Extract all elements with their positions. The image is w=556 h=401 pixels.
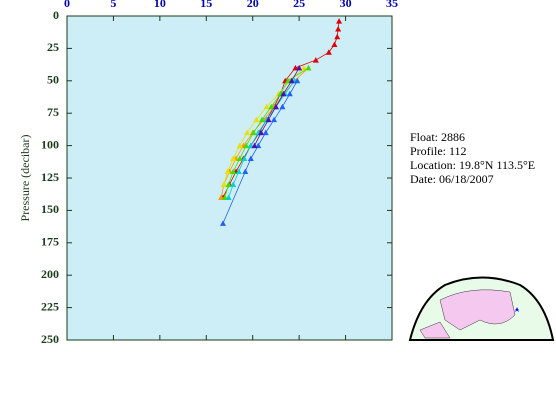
locator-map bbox=[408, 276, 555, 341]
y-tick-label: 100 bbox=[41, 137, 59, 151]
data-point bbox=[220, 181, 227, 187]
y-tick-label: 150 bbox=[41, 202, 59, 216]
data-point bbox=[230, 155, 237, 162]
x-tick-label: 30 bbox=[340, 0, 352, 10]
data-point bbox=[296, 64, 303, 71]
data-point bbox=[263, 103, 270, 110]
x-tick-label: 0 bbox=[64, 0, 70, 10]
data-point bbox=[247, 155, 254, 162]
x-tick-label: 20 bbox=[247, 0, 259, 10]
data-point bbox=[294, 77, 301, 84]
data-point bbox=[305, 64, 312, 71]
data-point bbox=[236, 155, 243, 162]
data-point bbox=[225, 194, 232, 200]
data-point bbox=[259, 116, 265, 123]
data-point bbox=[251, 142, 258, 149]
data-point bbox=[230, 168, 237, 175]
data-point bbox=[279, 103, 286, 110]
y-tick-label: 200 bbox=[41, 267, 59, 281]
data-point bbox=[220, 220, 226, 226]
y-tick-label: 225 bbox=[41, 299, 59, 313]
data-point bbox=[241, 155, 248, 162]
y-tick-label: 0 bbox=[53, 8, 59, 22]
data-point bbox=[230, 181, 237, 187]
data-point bbox=[236, 142, 243, 149]
data-point bbox=[225, 181, 232, 187]
data-point bbox=[271, 116, 278, 123]
x-tick-label: 5 bbox=[110, 0, 116, 10]
data-point bbox=[335, 25, 342, 32]
plot-area bbox=[66, 15, 393, 341]
x-tick-label: 15 bbox=[200, 0, 212, 10]
data-point bbox=[286, 90, 293, 97]
data-point bbox=[253, 116, 260, 123]
y-tick-label: 250 bbox=[41, 332, 59, 346]
y-tick-label: 25 bbox=[47, 40, 59, 54]
float: Float: 2886 bbox=[410, 130, 465, 144]
location: Location: 19.8°N 113.5°E bbox=[410, 158, 535, 172]
data-point bbox=[244, 129, 251, 136]
x-tick-label: 35 bbox=[386, 0, 398, 10]
data-point bbox=[312, 57, 319, 63]
data-point bbox=[280, 90, 287, 97]
y-tick-label: 50 bbox=[47, 73, 59, 87]
y-tick-label: 75 bbox=[47, 105, 59, 119]
y-axis-label: Pressure (decibar) bbox=[18, 135, 32, 222]
data-point bbox=[272, 103, 279, 110]
y-tick-label: 175 bbox=[41, 235, 59, 249]
profile: Profile: 112 bbox=[410, 144, 467, 158]
data-point bbox=[268, 103, 275, 110]
data-point bbox=[300, 64, 307, 71]
profile-line bbox=[228, 80, 295, 198]
data-point bbox=[331, 41, 338, 48]
x-tick-label: 25 bbox=[293, 0, 305, 10]
y-tick-label: 125 bbox=[41, 170, 59, 184]
data-point bbox=[265, 116, 272, 123]
data-point bbox=[258, 129, 265, 136]
data-point bbox=[336, 18, 343, 24]
data-point bbox=[250, 129, 257, 136]
date: Date: 06/18/2007 bbox=[410, 172, 494, 186]
x-tick-label: 10 bbox=[154, 0, 166, 10]
data-point bbox=[288, 77, 295, 84]
data-point bbox=[224, 168, 231, 175]
data-point bbox=[262, 129, 269, 136]
data-point bbox=[325, 49, 332, 55]
data-point bbox=[242, 168, 249, 175]
data-point bbox=[334, 33, 341, 40]
data-point bbox=[243, 142, 250, 149]
data-point bbox=[235, 168, 242, 175]
